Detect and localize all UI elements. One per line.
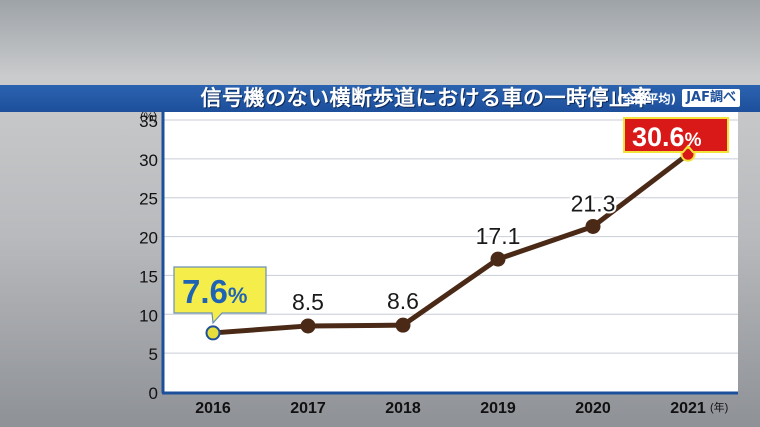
data-label: 8.6	[387, 288, 419, 314]
y-tick-label: 20	[139, 229, 158, 248]
data-point	[490, 251, 506, 267]
y-tick-label: 30	[139, 151, 158, 170]
y-tick-label: 10	[139, 306, 158, 325]
first-value-label: 7.6%	[182, 273, 247, 310]
title-bar: 信号機のない横断歩道における車の一時停止率 (全国平均) JAF調べ	[0, 85, 760, 112]
source-badge: JAF調べ	[682, 89, 740, 107]
y-tick-label: 35	[139, 112, 158, 131]
chart-subtitle: (全国平均)	[617, 92, 676, 106]
data-label: 17.1	[476, 223, 521, 249]
x-unit-label: (年)	[710, 400, 728, 414]
data-label: 8.5	[292, 289, 324, 315]
chart-title: 信号機のない横断歩道における車の一時停止率	[200, 86, 652, 110]
x-tick-label: 2019	[480, 400, 516, 417]
plot-area	[163, 112, 738, 394]
series-line	[210, 151, 691, 336]
y-tick-label: 15	[139, 267, 158, 286]
y-tick-label: 0	[149, 384, 158, 403]
data-point	[300, 318, 316, 334]
last-value-label: 30.6%	[632, 122, 702, 152]
y-tick-label: 5	[149, 345, 158, 364]
x-tick-label: 2020	[575, 400, 611, 417]
y-tick-label: 25	[139, 190, 158, 209]
data-point	[395, 317, 411, 333]
data-label: 21.3	[571, 190, 616, 216]
y-unit-label: (%)	[140, 111, 157, 123]
x-tick-label: 2021	[670, 400, 706, 417]
data-point	[585, 218, 601, 234]
last-value-callout	[623, 117, 729, 153]
x-tick-label: 2018	[385, 400, 421, 417]
x-tick-label: 2017	[290, 400, 326, 417]
first-value-callout	[173, 266, 267, 325]
x-tick-label: 2016	[195, 400, 231, 417]
data-point	[205, 325, 221, 341]
